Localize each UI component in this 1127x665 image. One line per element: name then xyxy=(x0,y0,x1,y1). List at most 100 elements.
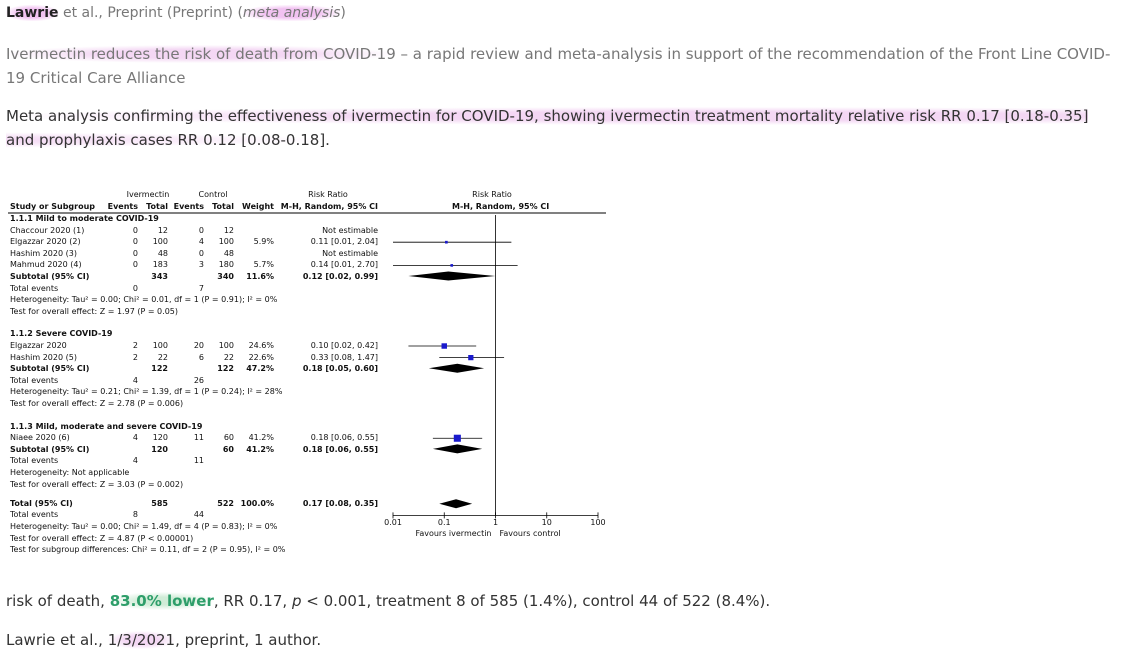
axis-tick-label: 10 xyxy=(541,518,552,528)
events-label: Total events xyxy=(10,510,59,520)
subtotal-control: 340 xyxy=(217,272,234,281)
study-marker xyxy=(453,434,461,442)
favours-ivermectin-label: Favours ivermectin xyxy=(415,529,492,539)
study-ci: 0.14 [0.01, 2.70] xyxy=(310,260,378,270)
events-control: 3 xyxy=(198,260,204,270)
study-marker xyxy=(445,240,448,244)
total-control: 100 xyxy=(218,341,234,351)
study-weight: 41.2% xyxy=(248,433,274,443)
total-weight: 100.0% xyxy=(240,498,274,508)
summary-diamond xyxy=(432,444,483,454)
total-control: 522 xyxy=(217,498,234,508)
study-name: Chaccour 2020 (1) xyxy=(10,225,85,235)
study-name: Hashim 2020 (5) xyxy=(10,352,77,362)
date-link[interactable]: 1/3/2021 xyxy=(107,631,176,649)
events-control: 20 xyxy=(193,341,204,351)
study-name: Niaee 2020 (6) xyxy=(10,433,70,443)
subtotal-label: Subtotal (95% CI) xyxy=(10,444,90,454)
col-head-events: Events xyxy=(107,202,138,211)
favours-control-label: Favours control xyxy=(499,529,561,539)
total-ci: 0.17 [0.08, 0.35] xyxy=(302,498,378,508)
subtotal-label: Subtotal (95% CI) xyxy=(10,364,90,374)
events-ivermectin: 2 xyxy=(132,341,138,351)
events-control: 0 xyxy=(198,225,204,235)
overall-effect: Test for overall effect: Z = 3.03 (P = 0… xyxy=(10,479,184,489)
study-type-tag[interactable]: meta analysis xyxy=(242,5,341,21)
events-control: 11 xyxy=(193,456,204,466)
subtotal-ivermectin: 122 xyxy=(151,364,168,374)
events-ivermectin: 0 xyxy=(132,225,138,235)
events-ivermectin: 4 xyxy=(132,433,138,443)
events-ivermectin: 4 xyxy=(132,375,138,385)
heterogeneity: Heterogeneity: Tau² = 0.21; Chi² = 1.39,… xyxy=(10,387,283,397)
study-weight: 22.6% xyxy=(248,352,274,362)
study-name: Hashim 2020 (3) xyxy=(10,248,77,258)
study-ci: 0.10 [0.02, 0.42] xyxy=(310,341,378,351)
overall-effect: Test for overall effect: Z = 1.97 (P = 0… xyxy=(10,306,178,316)
total-control: 180 xyxy=(218,260,234,270)
axis-tick-label: 100 xyxy=(590,518,606,528)
events-label: Total events xyxy=(10,375,59,385)
paper-title-link[interactable]: Ivermectin reduces the risk of death fro… xyxy=(6,45,396,63)
subtotal-control: 122 xyxy=(217,364,234,374)
author-link[interactable]: Lawrie xyxy=(6,5,59,21)
percent-lower: 83.0% lower xyxy=(109,592,214,610)
events-label: Total events xyxy=(10,283,59,293)
subtotal-weight: 11.6% xyxy=(246,272,274,281)
study-weight: 5.7% xyxy=(253,260,274,270)
total-control: 100 xyxy=(218,237,234,247)
study-weight: 5.9% xyxy=(253,237,274,247)
events-control: 0 xyxy=(198,248,204,258)
subtotal-ci: 0.12 [0.02, 0.99] xyxy=(302,272,378,281)
col-head-weight: Weight xyxy=(242,202,274,211)
summary-diamond xyxy=(408,271,496,281)
col-head-total: Total xyxy=(212,202,234,211)
total-control: 60 xyxy=(223,433,234,443)
events-control: 44 xyxy=(193,510,204,520)
subtotal-weight: 47.2% xyxy=(246,364,274,374)
summary-diamond xyxy=(428,363,485,373)
total-label: Total (95% CI) xyxy=(10,498,73,508)
study-name: Elgazzar 2020 xyxy=(10,341,67,351)
total-control: 12 xyxy=(223,225,234,235)
summary-text: Meta analysis confirming the effectivene… xyxy=(6,104,1121,152)
summary-highlight: Meta analysis confirming the effectivene… xyxy=(6,107,1089,149)
subtotal-control: 60 xyxy=(222,444,234,454)
col-head-risk-ratio-plot: Risk Ratio xyxy=(472,190,512,199)
citation-info: et al., Preprint (Preprint) ( xyxy=(58,5,243,21)
events-ivermectin: 8 xyxy=(132,510,138,520)
study-name: Elgazzar 2020 (2) xyxy=(10,237,81,247)
study-ci: Not estimable xyxy=(322,225,378,235)
study-marker xyxy=(441,343,447,349)
heterogeneity: Heterogeneity: Tau² = 0.00; Chi² = 1.49,… xyxy=(10,521,278,531)
axis-tick-label: 0.01 xyxy=(384,518,402,528)
total-ivermectin: 22 xyxy=(157,352,168,362)
events-control: 6 xyxy=(198,352,204,362)
study-ci: 0.33 [0.08, 1.47] xyxy=(310,352,378,362)
forest-plot-graphic xyxy=(8,212,606,519)
result-line: risk of death, 83.0% lower, RR 0.17, p <… xyxy=(6,592,771,610)
events-control: 7 xyxy=(198,283,204,293)
col-head-ivermectin: Ivermectin xyxy=(126,190,170,199)
subgroup-differences: Test for subgroup differences: Chi² = 0.… xyxy=(10,545,286,555)
total-ivermectin: 585 xyxy=(151,498,168,508)
study-marker xyxy=(450,264,454,267)
study-weight: 24.6% xyxy=(248,341,274,351)
total-ivermectin: 100 xyxy=(152,237,168,247)
total-ivermectin: 100 xyxy=(152,341,168,351)
events-control: 11 xyxy=(193,433,204,443)
subtotal-ivermectin: 120 xyxy=(151,444,168,454)
subtotal-label: Subtotal (95% CI) xyxy=(10,272,90,281)
events-ivermectin: 0 xyxy=(132,237,138,247)
total-ivermectin: 12 xyxy=(157,225,168,235)
study-name: Mahmud 2020 (4) xyxy=(10,260,82,270)
axis-tick-label: 0.1 xyxy=(437,518,451,528)
col-head-study: Study or Subgroup xyxy=(10,202,96,211)
subtotal-ci: 0.18 [0.06, 0.55] xyxy=(302,444,378,454)
col-head-method-plot: M-H, Random, 95% CI xyxy=(452,202,550,211)
paper-title: Ivermectin reduces the risk of death fro… xyxy=(6,42,1121,90)
study-marker xyxy=(468,355,474,361)
total-ivermectin: 183 xyxy=(152,260,168,270)
events-ivermectin: 0 xyxy=(132,248,138,258)
footer-line: Lawrie et al., 1/3/2021, preprint, 1 aut… xyxy=(6,631,322,649)
